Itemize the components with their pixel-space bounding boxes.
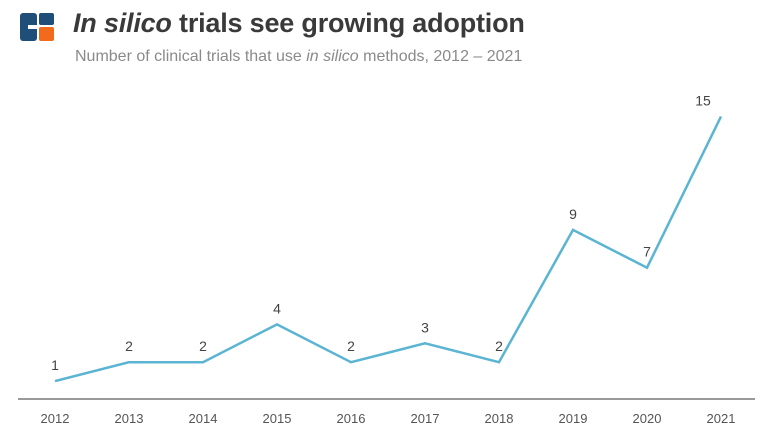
chart-title-rest: trials see growing adoption (171, 8, 525, 38)
chart-title-italic: In silico (73, 8, 172, 38)
data-label: 4 (273, 300, 281, 316)
x-tick-label: 2012 (41, 411, 70, 426)
x-tick-label: 2015 (263, 411, 292, 426)
data-label: 2 (125, 338, 133, 354)
logo-bottom-right-block (39, 27, 54, 41)
x-tick-label: 2014 (189, 411, 218, 426)
x-tick-labels: 2012 2013 2014 2015 2016 2017 2018 2019 2020 2021 (41, 411, 736, 426)
subtitle-after: methods, 2012 – 2021 (358, 48, 523, 65)
subtitle-before: Number of clinical trials that use (75, 48, 307, 65)
data-label: 2 (347, 338, 355, 354)
data-label: 9 (569, 206, 577, 222)
x-tick-label: 2017 (411, 411, 440, 426)
chart-title: In silico trials see growing adoption (73, 8, 525, 39)
subtitle-italic: in silico (306, 48, 359, 65)
data-label: 2 (199, 338, 207, 354)
x-tick-label: 2013 (115, 411, 144, 426)
data-label: 7 (643, 244, 651, 260)
chart-subtitle: Number of clinical trials that use in si… (75, 48, 522, 66)
data-label: 1 (51, 357, 59, 373)
data-labels: 1 2 2 4 2 3 2 9 7 15 (51, 93, 711, 374)
data-label: 2 (495, 338, 503, 354)
x-tick-label: 2020 (633, 411, 662, 426)
data-label: 3 (421, 319, 429, 335)
series-line (54, 115, 723, 383)
data-label: 15 (695, 93, 711, 109)
x-tick-label: 2016 (337, 411, 366, 426)
brand-logo (20, 13, 54, 41)
x-tick-label: 2021 (707, 411, 736, 426)
x-tick-label: 2019 (559, 411, 588, 426)
logo-top-right-block (39, 13, 54, 25)
x-tick-label: 2018 (485, 411, 514, 426)
